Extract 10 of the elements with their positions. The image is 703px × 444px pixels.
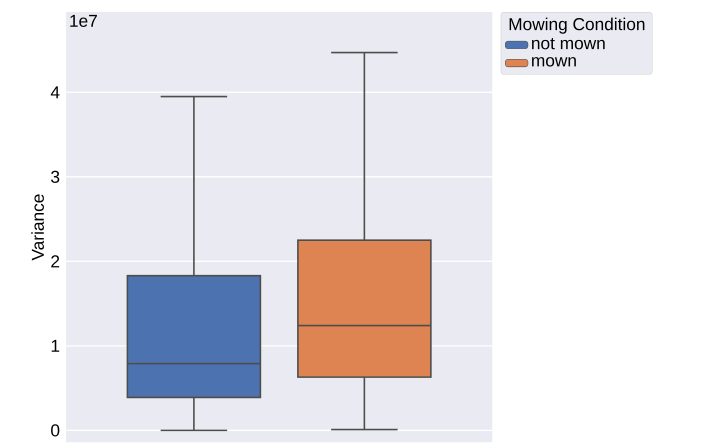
y-tick-label: 1 (52, 340, 60, 352)
annotation: 1e7 (70, 14, 97, 27)
legend-title: Mowing Condition (510, 17, 644, 34)
y-axis-title: Variance (31, 194, 44, 260)
legend-label: mown (532, 56, 576, 66)
y-tick-label: 0 (51, 424, 60, 436)
y-tick-label: 2 (51, 255, 60, 268)
y-tick-label: 3 (51, 170, 60, 183)
y-tick-label: 4 (50, 86, 60, 98)
legend-label: not mown (532, 38, 605, 50)
